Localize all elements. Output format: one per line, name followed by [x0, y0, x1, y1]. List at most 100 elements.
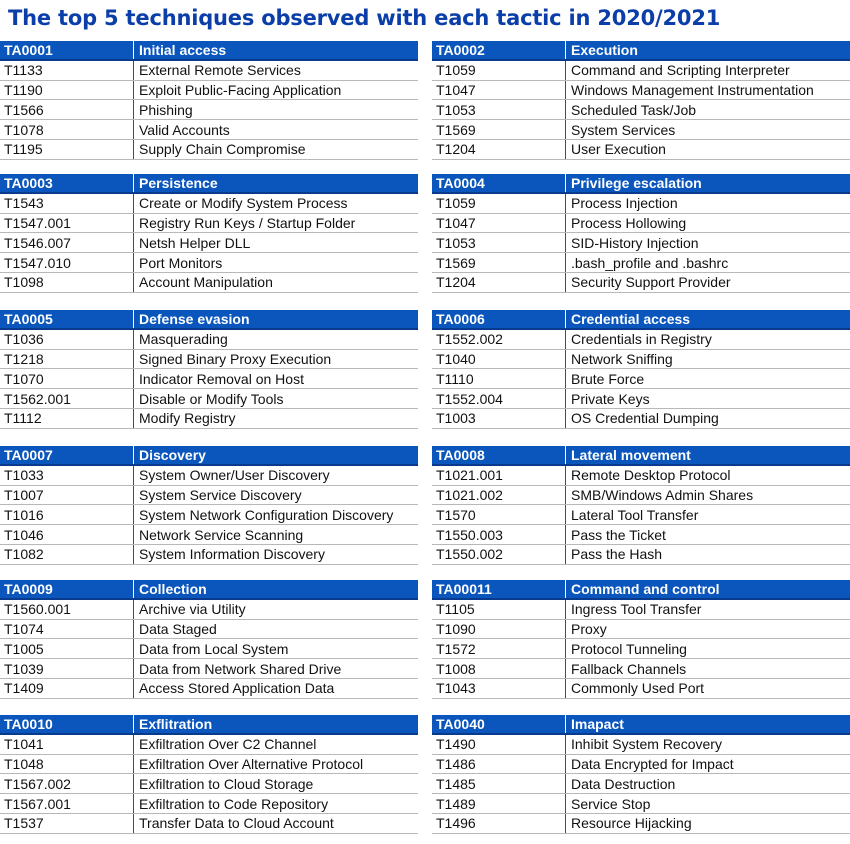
technique-name: Commonly Used Port: [565, 678, 850, 698]
technique-name: Exfiltration to Code Repository: [133, 794, 418, 813]
tactic-table: TA0006 Credential access T1552.002 Credenti…: [432, 310, 850, 429]
technique-id: T1569: [436, 254, 476, 271]
tactic-table: TA0040 Imapact T1490 Inhibit System Recover…: [432, 715, 850, 834]
technique-id: T1059: [436, 62, 476, 79]
tactic-name: Exflitration: [133, 715, 418, 733]
technique-id: T1110: [436, 370, 474, 387]
technique-id: T1204: [436, 274, 476, 291]
technique-name: User Execution: [565, 139, 850, 159]
technique-name: Indicator Removal on Host: [133, 369, 418, 389]
technique-row: T1007 System Service Discovery: [0, 485, 418, 506]
technique-id: T1082: [4, 546, 44, 563]
technique-row: T1204 User Execution: [432, 139, 850, 160]
technique-name: Modify Registry: [133, 408, 418, 428]
technique-name: Port Monitors: [133, 253, 418, 272]
tactic-id: TA0002: [436, 41, 485, 58]
technique-row: T1496 Resource Hijacking: [432, 813, 850, 834]
technique-id: T1547.001: [4, 214, 71, 231]
technique-id: T1036: [4, 331, 44, 348]
technique-row: T1489 Service Stop: [432, 794, 850, 814]
technique-name: Service Stop: [565, 794, 850, 813]
technique-name: Valid Accounts: [133, 120, 418, 139]
technique-id: T1078: [4, 121, 44, 138]
technique-row: T1082 System Information Discovery: [0, 544, 418, 565]
technique-id: T1486: [436, 755, 476, 772]
tactic-header-row: TA0004 Privilege escalation: [432, 174, 850, 194]
technique-row: T1112 Modify Registry: [0, 408, 418, 429]
technique-row: T1485 Data Destruction: [432, 774, 850, 795]
technique-id: T1033: [4, 467, 44, 484]
tactic-name: Persistence: [133, 174, 418, 192]
technique-name: Windows Management Instrumentation: [565, 80, 850, 100]
tactic-name: Credential access: [565, 310, 850, 328]
technique-row: T1218 Signed Binary Proxy Execution: [0, 349, 418, 370]
technique-id: T1016: [4, 506, 44, 523]
technique-id: T1003: [436, 410, 476, 427]
technique-row: T1078 Valid Accounts: [0, 120, 418, 140]
technique-id: T1040: [436, 350, 476, 367]
technique-id: T1105: [436, 601, 475, 618]
technique-name: Proxy: [565, 619, 850, 639]
tactic-name: Lateral movement: [565, 446, 850, 464]
technique-row: T1190 Exploit Public-Facing Application: [0, 80, 418, 101]
tactic-id: TA00011: [436, 580, 492, 597]
technique-id: T1021.001: [436, 467, 503, 484]
technique-id: T1485: [436, 775, 476, 792]
technique-name: Ingress Tool Transfer: [565, 599, 850, 619]
technique-name: Account Manipulation: [133, 272, 418, 292]
technique-row: T1033 System Owner/User Discovery: [0, 465, 418, 486]
technique-row: T1021.001 Remote Desktop Protocol: [432, 465, 850, 486]
tactic-header-row: TA0001 Initial access: [0, 41, 418, 61]
technique-id: T1552.004: [436, 390, 503, 407]
tactic-header-row: TA0006 Credential access: [432, 310, 850, 330]
technique-row: T1572 Protocol Tunneling: [432, 639, 850, 660]
tactic-header-row: TA0010 Exflitration: [0, 715, 418, 735]
technique-id: T1204: [436, 141, 476, 158]
technique-row: T1562.001 Disable or Modify Tools: [0, 389, 418, 409]
technique-id: T1133: [4, 62, 43, 79]
technique-name: Signed Binary Proxy Execution: [133, 349, 418, 369]
technique-name: Command and Scripting Interpreter: [565, 60, 850, 80]
tactic-header-row: TA0040 Imapact: [432, 715, 850, 735]
tactic-id: TA0009: [4, 580, 53, 597]
tactic-table: TA0001 Initial access T1133 External Remote…: [0, 41, 418, 160]
technique-name: Process Injection: [565, 193, 850, 213]
technique-name: Pass the Hash: [565, 544, 850, 564]
technique-row: T1569 System Services: [432, 120, 850, 140]
tactic-header-row: TA0009 Collection: [0, 580, 418, 600]
technique-row: T1543 Create or Modify System Process: [0, 193, 418, 214]
technique-id: T1007: [4, 486, 44, 503]
technique-id: T1543: [4, 195, 44, 212]
tactic-header-row: TA0007 Discovery: [0, 446, 418, 466]
technique-row: T1041 Exfiltration Over C2 Channel: [0, 734, 418, 755]
technique-name: Archive via Utility: [133, 599, 418, 619]
technique-row: T1490 Inhibit System Recovery: [432, 734, 850, 755]
technique-row: T1195 Supply Chain Compromise: [0, 139, 418, 160]
tactic-name: Privilege escalation: [565, 174, 850, 192]
technique-id: T1005: [4, 640, 44, 657]
technique-name: Data from Network Shared Drive: [133, 659, 418, 678]
technique-name: Netsh Helper DLL: [133, 233, 418, 253]
tactic-table: TA0005 Defense evasion T1036 Masquerading T1…: [0, 310, 418, 429]
technique-id: T1195: [4, 141, 43, 158]
tactic-header-row: TA0005 Defense evasion: [0, 310, 418, 330]
technique-id: T1546.007: [4, 234, 71, 251]
technique-row: T1133 External Remote Services: [0, 60, 418, 81]
technique-name: Exfiltration to Cloud Storage: [133, 774, 418, 794]
technique-row: T1560.001 Archive via Utility: [0, 599, 418, 620]
technique-name: Private Keys: [565, 389, 850, 408]
technique-name: Create or Modify System Process: [133, 193, 418, 213]
technique-row: T1074 Data Staged: [0, 619, 418, 640]
technique-row: T1570 Lateral Tool Transfer: [432, 505, 850, 526]
technique-id: T1489: [436, 795, 476, 812]
technique-row: T1021.002 SMB/Windows Admin Shares: [432, 485, 850, 506]
technique-row: T1204 Security Support Provider: [432, 272, 850, 293]
technique-name: Protocol Tunneling: [565, 639, 850, 659]
tactic-table: TA00011 Command and control T1105 Ingress T…: [432, 580, 850, 699]
technique-row: T1005 Data from Local System: [0, 639, 418, 660]
technique-id: T1048: [4, 755, 44, 772]
technique-name: Access Stored Application Data: [133, 678, 418, 698]
technique-row: T1566 Phishing: [0, 100, 418, 121]
technique-row: T1040 Network Sniffing: [432, 349, 850, 370]
tactic-header-row: TA0008 Lateral movement: [432, 446, 850, 466]
